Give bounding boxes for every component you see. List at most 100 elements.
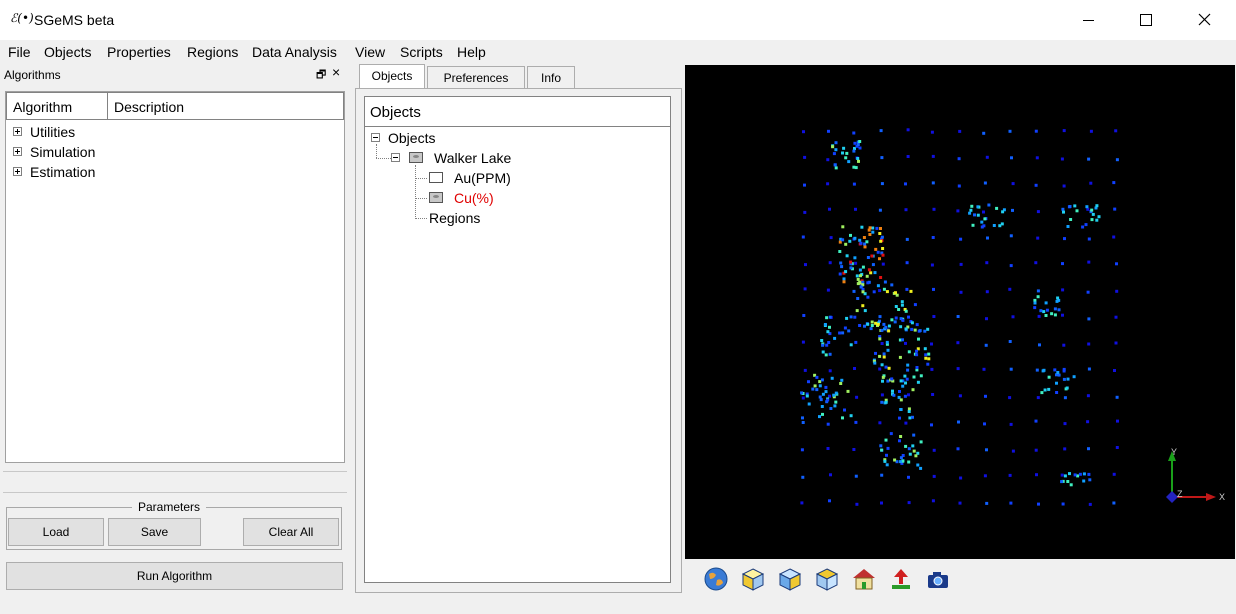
data-point: [830, 376, 834, 380]
data-point: [915, 368, 919, 372]
data-point: [895, 460, 899, 464]
data-point: [829, 473, 832, 477]
data-point: [957, 157, 961, 161]
data-point: [886, 446, 890, 450]
data-point: [801, 421, 805, 424]
data-point: [985, 261, 989, 265]
collapse-icon[interactable]: [391, 153, 400, 162]
data-point: [894, 305, 898, 308]
tab-objects[interactable]: Objects: [359, 64, 425, 88]
tree-item-cu-percent[interactable]: Cu(%): [454, 190, 494, 206]
expand-icon[interactable]: [13, 127, 22, 136]
data-point: [849, 266, 853, 270]
data-point: [861, 280, 865, 284]
data-point: [1038, 343, 1041, 347]
collapse-icon[interactable]: [371, 133, 380, 142]
data-point: [1115, 262, 1118, 266]
tab-info[interactable]: Info: [527, 66, 575, 88]
expand-icon[interactable]: [13, 167, 22, 176]
menu-view[interactable]: View: [355, 44, 386, 60]
clear-all-button[interactable]: Clear All: [243, 518, 339, 546]
menu-properties[interactable]: Properties: [107, 44, 171, 60]
tree-item-au-ppm[interactable]: Au(PPM): [454, 170, 511, 186]
float-dock-icon[interactable]: 🗗: [316, 69, 327, 81]
data-point: [873, 361, 877, 365]
minimize-button[interactable]: [1060, 0, 1118, 40]
column-header-description[interactable]: Description: [107, 92, 344, 120]
splitter[interactable]: [3, 471, 347, 493]
data-point: [897, 395, 901, 399]
save-button[interactable]: Save: [108, 518, 201, 546]
axis-z-label: Z: [1177, 489, 1183, 499]
data-point: [1063, 474, 1067, 478]
load-button[interactable]: Load: [8, 518, 104, 546]
data-point: [841, 151, 844, 155]
home-icon[interactable]: [851, 566, 877, 592]
menu-scripts[interactable]: Scripts: [400, 44, 443, 60]
data-point: [849, 414, 853, 418]
globe-icon[interactable]: [703, 566, 729, 592]
tree-item-utilities[interactable]: Utilities: [30, 124, 76, 140]
data-point: [983, 217, 987, 221]
data-point: [852, 131, 856, 135]
menu-regions[interactable]: Regions: [187, 44, 239, 60]
data-point: [985, 155, 989, 159]
data-point: [1061, 262, 1064, 266]
data-point: [868, 226, 872, 230]
data-point: [909, 289, 913, 293]
run-algorithm-button[interactable]: Run Algorithm: [6, 562, 343, 590]
tree-item-objects-root[interactable]: Objects: [388, 130, 436, 146]
property-icon[interactable]: [429, 192, 443, 203]
app-icon: ℰ(•): [10, 11, 34, 25]
data-point: [992, 224, 996, 227]
data-point: [1063, 237, 1066, 241]
tree-item-estimation[interactable]: Estimation: [30, 164, 96, 180]
data-point: [803, 183, 806, 187]
pin-icon[interactable]: [888, 566, 914, 592]
data-point: [883, 459, 887, 463]
dock-close-icon[interactable]: ×: [332, 64, 341, 80]
data-point: [1063, 396, 1067, 400]
data-point: [803, 210, 807, 214]
tree-item-simulation[interactable]: Simulation: [30, 144, 96, 160]
3d-viewer[interactable]: Y X Z: [685, 65, 1235, 559]
data-point: [890, 377, 894, 381]
tree-item-walker-lake[interactable]: Walker Lake: [434, 150, 512, 166]
data-point: [882, 322, 886, 326]
data-point: [986, 236, 989, 240]
camera-icon[interactable]: [925, 566, 951, 592]
menu-objects[interactable]: Objects: [44, 44, 92, 60]
cube-light-icon[interactable]: [814, 566, 840, 592]
data-point: [854, 420, 858, 424]
data-point: [1062, 377, 1066, 381]
menu-help[interactable]: Help: [457, 44, 486, 60]
axis-x-label: X: [1219, 492, 1225, 502]
menu-file[interactable]: File: [8, 44, 31, 60]
property-icon[interactable]: [429, 172, 443, 183]
data-point: [803, 287, 807, 291]
cube-yellow-icon[interactable]: [740, 566, 766, 592]
maximize-button[interactable]: [1118, 0, 1176, 40]
data-point: [985, 448, 988, 452]
data-point: [860, 225, 864, 229]
data-point: [841, 225, 845, 229]
data-point: [869, 327, 873, 331]
cube-blue-icon[interactable]: [777, 566, 803, 592]
tree-item-regions[interactable]: Regions: [429, 210, 481, 226]
expand-icon[interactable]: [13, 147, 22, 156]
close-button[interactable]: [1176, 0, 1234, 40]
algorithm-tree[interactable]: Algorithm Description Utilities Simulati…: [5, 91, 345, 463]
tab-preferences[interactable]: Preferences: [427, 66, 525, 88]
objects-tree[interactable]: Objects Objects Walker Lake Au(PPM) Cu(%…: [364, 96, 671, 583]
data-point: [1090, 208, 1094, 212]
data-point: [863, 245, 867, 249]
data-point: [912, 375, 916, 379]
data-point: [1034, 261, 1038, 265]
data-point: [905, 261, 909, 265]
data-point: [828, 499, 831, 503]
column-header-algorithm[interactable]: Algorithm: [6, 92, 108, 120]
data-point: [852, 149, 856, 153]
data-point: [882, 374, 886, 378]
menu-data-analysis[interactable]: Data Analysis: [252, 44, 337, 60]
data-point: [834, 166, 838, 170]
